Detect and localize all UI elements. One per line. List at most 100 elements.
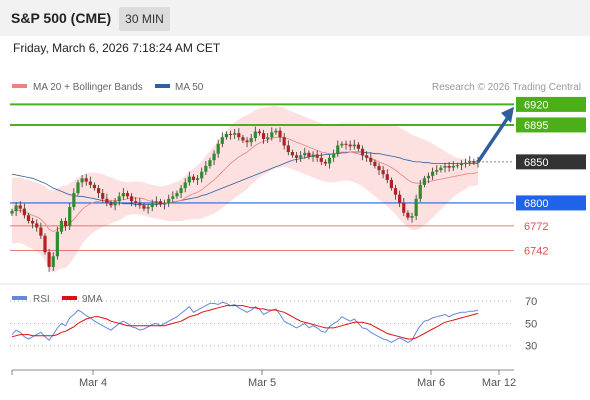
level-label-6850: 6850	[524, 157, 548, 169]
candle-body	[237, 133, 241, 138]
candle-body	[51, 256, 55, 267]
candle-body	[327, 157, 332, 164]
legend-label-9ma: 9MA	[82, 294, 103, 305]
candle-body	[385, 174, 389, 180]
candle-body	[142, 205, 146, 209]
level-label-6800: 6800	[524, 198, 548, 210]
level-box-6800	[516, 195, 586, 211]
candle-body	[286, 145, 290, 153]
candle-body	[129, 196, 134, 202]
candle-body	[105, 198, 109, 203]
candle-body	[443, 165, 447, 168]
candle-body	[389, 179, 393, 189]
candle-body	[410, 216, 414, 218]
candle-body	[212, 153, 216, 161]
candle-body	[307, 152, 311, 157]
rsi-tick-50: 50	[525, 318, 537, 330]
candle-body	[365, 155, 369, 158]
candle-body	[76, 182, 80, 194]
candle-body	[64, 220, 68, 226]
rsi-ma9-line	[11, 305, 479, 340]
ma50-line	[11, 151, 478, 205]
candle-body	[249, 138, 253, 143]
candle-body	[220, 137, 224, 144]
candle-body	[299, 155, 303, 158]
candle-body	[282, 137, 286, 146]
candle-body	[360, 148, 365, 156]
candle-body	[55, 231, 59, 257]
candle-body	[245, 140, 249, 143]
level-box-6850	[516, 154, 586, 170]
candle-body	[290, 152, 295, 156]
candle-body	[101, 193, 105, 199]
ma20-line	[11, 136, 479, 233]
rsi-tick-30: 30	[525, 341, 537, 353]
candle-body	[18, 205, 22, 209]
candle-body	[336, 145, 340, 154]
candle-body	[228, 133, 233, 135]
candle-body	[167, 198, 171, 203]
candle-body	[179, 188, 183, 194]
candle-body	[257, 131, 262, 134]
chart-timestamp: Friday, March 6, 2026 7:18:24 AM CET	[13, 41, 221, 55]
instrument-title: S&P 500 (CME)	[11, 10, 112, 26]
legend-swatch-ma20	[12, 84, 27, 88]
candle-body	[26, 215, 31, 221]
candle-body	[43, 235, 47, 253]
candle-body	[216, 143, 220, 154]
candle-body	[468, 161, 472, 163]
candle-body	[195, 178, 200, 180]
candle-body	[381, 170, 385, 175]
candle-body	[146, 207, 150, 209]
candle-body	[455, 165, 459, 167]
timeframe-button[interactable]: 30 MIN	[119, 7, 170, 31]
candle-body	[208, 160, 212, 166]
candle-body	[418, 184, 422, 199]
legend-swatch-rsi	[12, 296, 27, 300]
candle-body	[22, 208, 26, 216]
candle-body	[47, 252, 51, 267]
price-legend: MA 20 + Bollinger Bands MA 50 Research © 2…	[12, 82, 581, 93]
candle-body	[435, 170, 439, 172]
candle-body	[72, 193, 76, 208]
legend-label-ma20: MA 20 + Bollinger Bands	[33, 82, 143, 93]
candle-body	[464, 162, 468, 164]
candle-body	[14, 205, 18, 212]
candle-body	[373, 161, 377, 166]
candle-body	[233, 133, 237, 135]
candle-body	[369, 157, 373, 162]
candle-body	[253, 131, 257, 139]
rsi-tick-70: 70	[525, 296, 537, 308]
candle-body	[270, 132, 274, 138]
candle-body	[187, 176, 191, 183]
chart-header: S&P 500 (CME) 30 MIN	[0, 0, 590, 36]
legend-label-rsi: RSI	[33, 294, 50, 305]
level-label-6742: 6742	[524, 246, 548, 258]
candle-body	[138, 202, 142, 206]
candle-body	[162, 202, 167, 205]
candle-body	[261, 133, 266, 139]
candle-body	[204, 165, 208, 172]
candle-body	[39, 227, 43, 236]
candle-body	[224, 133, 229, 138]
candle-body	[59, 220, 64, 232]
candle-body	[377, 165, 381, 171]
candle-body	[200, 171, 204, 179]
candle-body	[319, 157, 323, 162]
candle-body	[451, 165, 455, 168]
time-axis: Mar 4 Mar 5 Mar 6 Mar 12	[11, 369, 516, 389]
candle-body	[175, 193, 179, 197]
candle-body	[266, 137, 270, 139]
level-box-6920	[516, 96, 586, 112]
candle-body	[274, 130, 278, 133]
candle-body	[459, 163, 464, 166]
candle-body	[431, 171, 435, 176]
candle-body	[241, 137, 245, 141]
candle-body	[109, 202, 113, 206]
price-panel: 6920 6895 6850 6800 6772 6742	[0, 96, 590, 285]
candle-body	[68, 207, 72, 226]
candle-body	[340, 143, 344, 146]
time-tick-label: Mar 12	[482, 377, 516, 389]
level-box-6895	[516, 117, 586, 133]
candle-body	[31, 220, 35, 224]
